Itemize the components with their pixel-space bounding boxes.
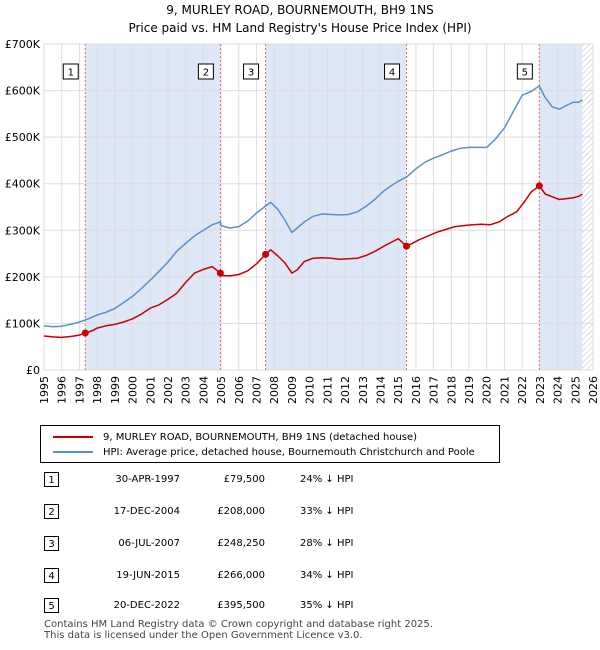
x-tick-label: 2015 bbox=[392, 376, 405, 404]
sale-price: £79,500 bbox=[223, 474, 265, 485]
legend-label-property: 9, MURLEY ROAD, BOURNEMOUTH, BH9 1NS (de… bbox=[103, 431, 418, 443]
future-hatch bbox=[582, 44, 593, 370]
sale-row: 4 19-JUN-2015 £266,000 34% ↓ HPI bbox=[40, 566, 440, 586]
footer-line-copyright: Contains HM Land Registry data © Crown c… bbox=[44, 619, 433, 630]
x-tick-label: 2016 bbox=[410, 376, 423, 404]
sale-row: 5 20-DEC-2022 £395,500 35% ↓ HPI bbox=[40, 596, 440, 616]
sale-row: 1 30-APR-1997 £79,500 24% ↓ HPI bbox=[40, 470, 440, 490]
sale-price: £266,000 bbox=[217, 570, 265, 581]
legend-swatch-property bbox=[53, 436, 93, 438]
legend-item-property: 9, MURLEY ROAD, BOURNEMOUTH, BH9 1NS (de… bbox=[53, 429, 417, 445]
x-tick-label: 2007 bbox=[251, 376, 264, 404]
x-tick-label: 2020 bbox=[481, 376, 494, 404]
hpi-line bbox=[43, 85, 583, 328]
sale-hpi-diff: 24% ↓ HPI bbox=[300, 474, 354, 485]
sale-number-box bbox=[516, 63, 533, 80]
chart-subtitle: Price paid vs. HM Land Registry's House … bbox=[128, 21, 471, 35]
property-price-line bbox=[43, 185, 583, 339]
sale-number-label: 4 bbox=[389, 68, 395, 79]
x-tick-label: 2004 bbox=[197, 376, 210, 404]
legend-item-hpi: HPI: Average price, detached house, Bour… bbox=[53, 444, 475, 460]
sale-price: £248,250 bbox=[217, 538, 265, 549]
sale-point bbox=[216, 269, 224, 277]
sale-point bbox=[262, 250, 270, 258]
x-tick-label: 1995 bbox=[38, 376, 51, 404]
x-tick-label: 2000 bbox=[127, 376, 140, 404]
sale-number: 3 bbox=[44, 536, 59, 551]
shaded-span bbox=[539, 44, 583, 370]
sale-price: £208,000 bbox=[217, 506, 265, 517]
x-tick-label: 2002 bbox=[162, 376, 175, 404]
legend-label-hpi: HPI: Average price, detached house, Bour… bbox=[103, 446, 475, 458]
sale-hpi-diff: 33% ↓ HPI bbox=[300, 506, 354, 517]
y-tick-label: £500K bbox=[5, 131, 41, 144]
legend-swatch-hpi bbox=[53, 451, 93, 453]
shaded-span bbox=[85, 44, 221, 370]
x-tick-label: 2019 bbox=[463, 376, 476, 404]
sale-number-box bbox=[243, 63, 260, 80]
x-tick-label: 2001 bbox=[144, 376, 157, 404]
sale-date: 17-DEC-2004 bbox=[113, 506, 180, 517]
sale-number: 5 bbox=[44, 598, 59, 613]
sale-hpi-diff: 28% ↓ HPI bbox=[300, 538, 354, 549]
sale-number-box bbox=[384, 63, 401, 80]
x-tick-label: 2021 bbox=[498, 376, 511, 404]
sale-number: 1 bbox=[44, 472, 59, 487]
x-tick-label: 1998 bbox=[91, 376, 104, 404]
x-tick-label: 2009 bbox=[286, 376, 299, 404]
sale-number-box bbox=[197, 63, 214, 80]
footer-attribution: Contains HM Land Registry data © Crown c… bbox=[44, 619, 433, 641]
x-tick-label: 2005 bbox=[215, 376, 228, 404]
sale-number-label: 5 bbox=[522, 68, 528, 79]
x-tick-label: 1997 bbox=[73, 376, 86, 404]
price-chart: 9, MURLEY ROAD, BOURNEMOUTH, BH9 1NS Pric… bbox=[5, 3, 600, 404]
sale-number: 4 bbox=[44, 568, 59, 583]
sale-point bbox=[403, 242, 411, 250]
x-tick-label: 2014 bbox=[374, 376, 387, 404]
sale-hpi-diff: 34% ↓ HPI bbox=[300, 570, 354, 581]
footer-line-licence: This data is licensed under the Open Gov… bbox=[44, 630, 363, 641]
sale-point bbox=[81, 329, 89, 337]
x-tick-label: 2017 bbox=[428, 376, 441, 404]
x-tick-label: 1996 bbox=[56, 376, 69, 404]
sale-date: 19-JUN-2015 bbox=[116, 570, 180, 581]
x-tick-label: 2023 bbox=[534, 376, 547, 404]
y-tick-label: £0 bbox=[26, 364, 40, 377]
x-tick-label: 2010 bbox=[304, 376, 317, 404]
sale-date: 06-JUL-2007 bbox=[118, 538, 180, 549]
sale-number-label: 2 bbox=[203, 68, 209, 79]
x-tick-label: 2006 bbox=[233, 376, 246, 404]
shaded-span bbox=[265, 44, 407, 370]
sale-number-label: 1 bbox=[68, 68, 74, 79]
y-tick-label: £100K bbox=[5, 317, 41, 330]
chart-title: 9, MURLEY ROAD, BOURNEMOUTH, BH9 1NS bbox=[166, 3, 433, 17]
y-tick-label: £700K bbox=[5, 38, 41, 51]
sale-hpi-diff: 35% ↓ HPI bbox=[300, 600, 354, 611]
x-tick-label: 2024 bbox=[552, 376, 565, 404]
x-tick-label: 1999 bbox=[109, 376, 122, 404]
x-tick-label: 2008 bbox=[268, 376, 281, 404]
x-tick-label: 2026 bbox=[587, 376, 600, 404]
x-tick-label: 2013 bbox=[357, 376, 370, 404]
chart-legend: 9, MURLEY ROAD, BOURNEMOUTH, BH9 1NS (de… bbox=[40, 425, 500, 463]
sale-number-box bbox=[62, 63, 79, 80]
x-tick-label: 2025 bbox=[569, 376, 582, 404]
sale-point bbox=[535, 182, 543, 190]
sale-row: 3 06-JUL-2007 £248,250 28% ↓ HPI bbox=[40, 534, 440, 554]
x-tick-label: 2011 bbox=[321, 376, 334, 404]
y-tick-label: £200K bbox=[5, 271, 41, 284]
x-tick-label: 2012 bbox=[339, 376, 352, 404]
x-tick-label: 2018 bbox=[445, 376, 458, 404]
y-tick-label: £400K bbox=[5, 178, 41, 191]
x-tick-label: 2003 bbox=[180, 376, 193, 404]
sale-number: 2 bbox=[44, 504, 59, 519]
y-tick-label: £300K bbox=[5, 224, 41, 237]
x-tick-label: 2022 bbox=[516, 376, 529, 404]
sale-row: 2 17-DEC-2004 £208,000 33% ↓ HPI bbox=[40, 502, 440, 522]
sale-date: 20-DEC-2022 bbox=[113, 600, 180, 611]
sale-date: 30-APR-1997 bbox=[115, 474, 180, 485]
sale-price: £395,500 bbox=[217, 600, 265, 611]
y-tick-label: £600K bbox=[5, 85, 41, 98]
sale-number-label: 3 bbox=[248, 68, 254, 79]
